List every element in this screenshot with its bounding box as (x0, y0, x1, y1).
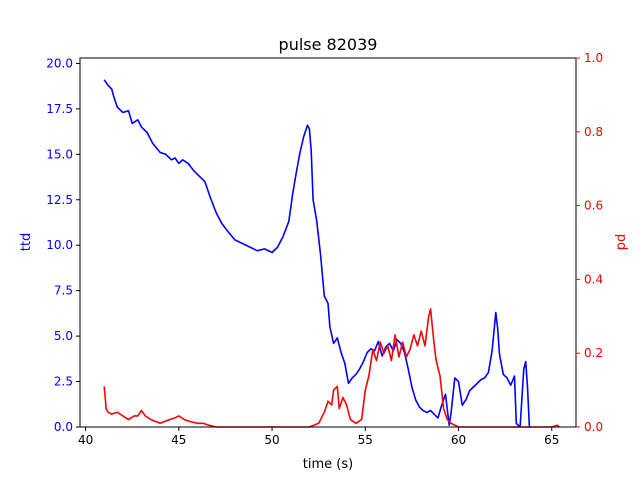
y-right-tick-label: 1.0 (584, 51, 603, 65)
y-left-tick-label: 5.0 (54, 329, 73, 343)
y-axis-right: 0.0 0.2 0.4 0.6 0.8 1.0 (576, 51, 603, 434)
y-axis-label-left: ttd (19, 233, 34, 251)
plot-series (103, 79, 560, 428)
chart-title: pulse 82039 (279, 35, 378, 54)
x-tick-label: 45 (171, 433, 186, 447)
y-right-tick-label: 0.6 (584, 199, 603, 213)
y-right-tick-label: 0.0 (584, 420, 603, 434)
y-left-tick-label: 10.0 (46, 238, 73, 252)
y-left-tick-label: 12.5 (46, 193, 73, 207)
y-left-tick-label: 17.5 (46, 102, 73, 116)
series-line-ttd (103, 79, 532, 428)
y-left-tick-label: 20.0 (46, 56, 73, 70)
x-tick-label: 50 (264, 433, 279, 447)
y-right-tick-label: 0.2 (584, 346, 603, 360)
y-right-tick-label: 0.4 (584, 272, 603, 286)
x-tick-label: 55 (358, 433, 373, 447)
plot-frame (79, 57, 577, 428)
y-left-tick-label: 0.0 (54, 420, 73, 434)
x-axis: 40 45 50 55 60 65 (78, 427, 559, 447)
y-axis-label-right: pd (614, 234, 629, 251)
y-left-tick-label: 15.0 (46, 147, 73, 161)
x-tick-label: 65 (544, 433, 559, 447)
x-tick-label: 40 (78, 433, 93, 447)
y-right-tick-label: 0.8 (584, 125, 603, 139)
x-axis-label: time (s) (303, 457, 353, 472)
x-tick-label: 60 (451, 433, 466, 447)
y-left-tick-label: 2.5 (54, 375, 73, 389)
y-left-tick-label: 7.5 (54, 284, 73, 298)
series-line-pd (103, 308, 560, 428)
y-axis-left: 0.0 2.5 5.0 7.5 10.0 12.5 15.0 17.5 20.0 (46, 56, 80, 434)
